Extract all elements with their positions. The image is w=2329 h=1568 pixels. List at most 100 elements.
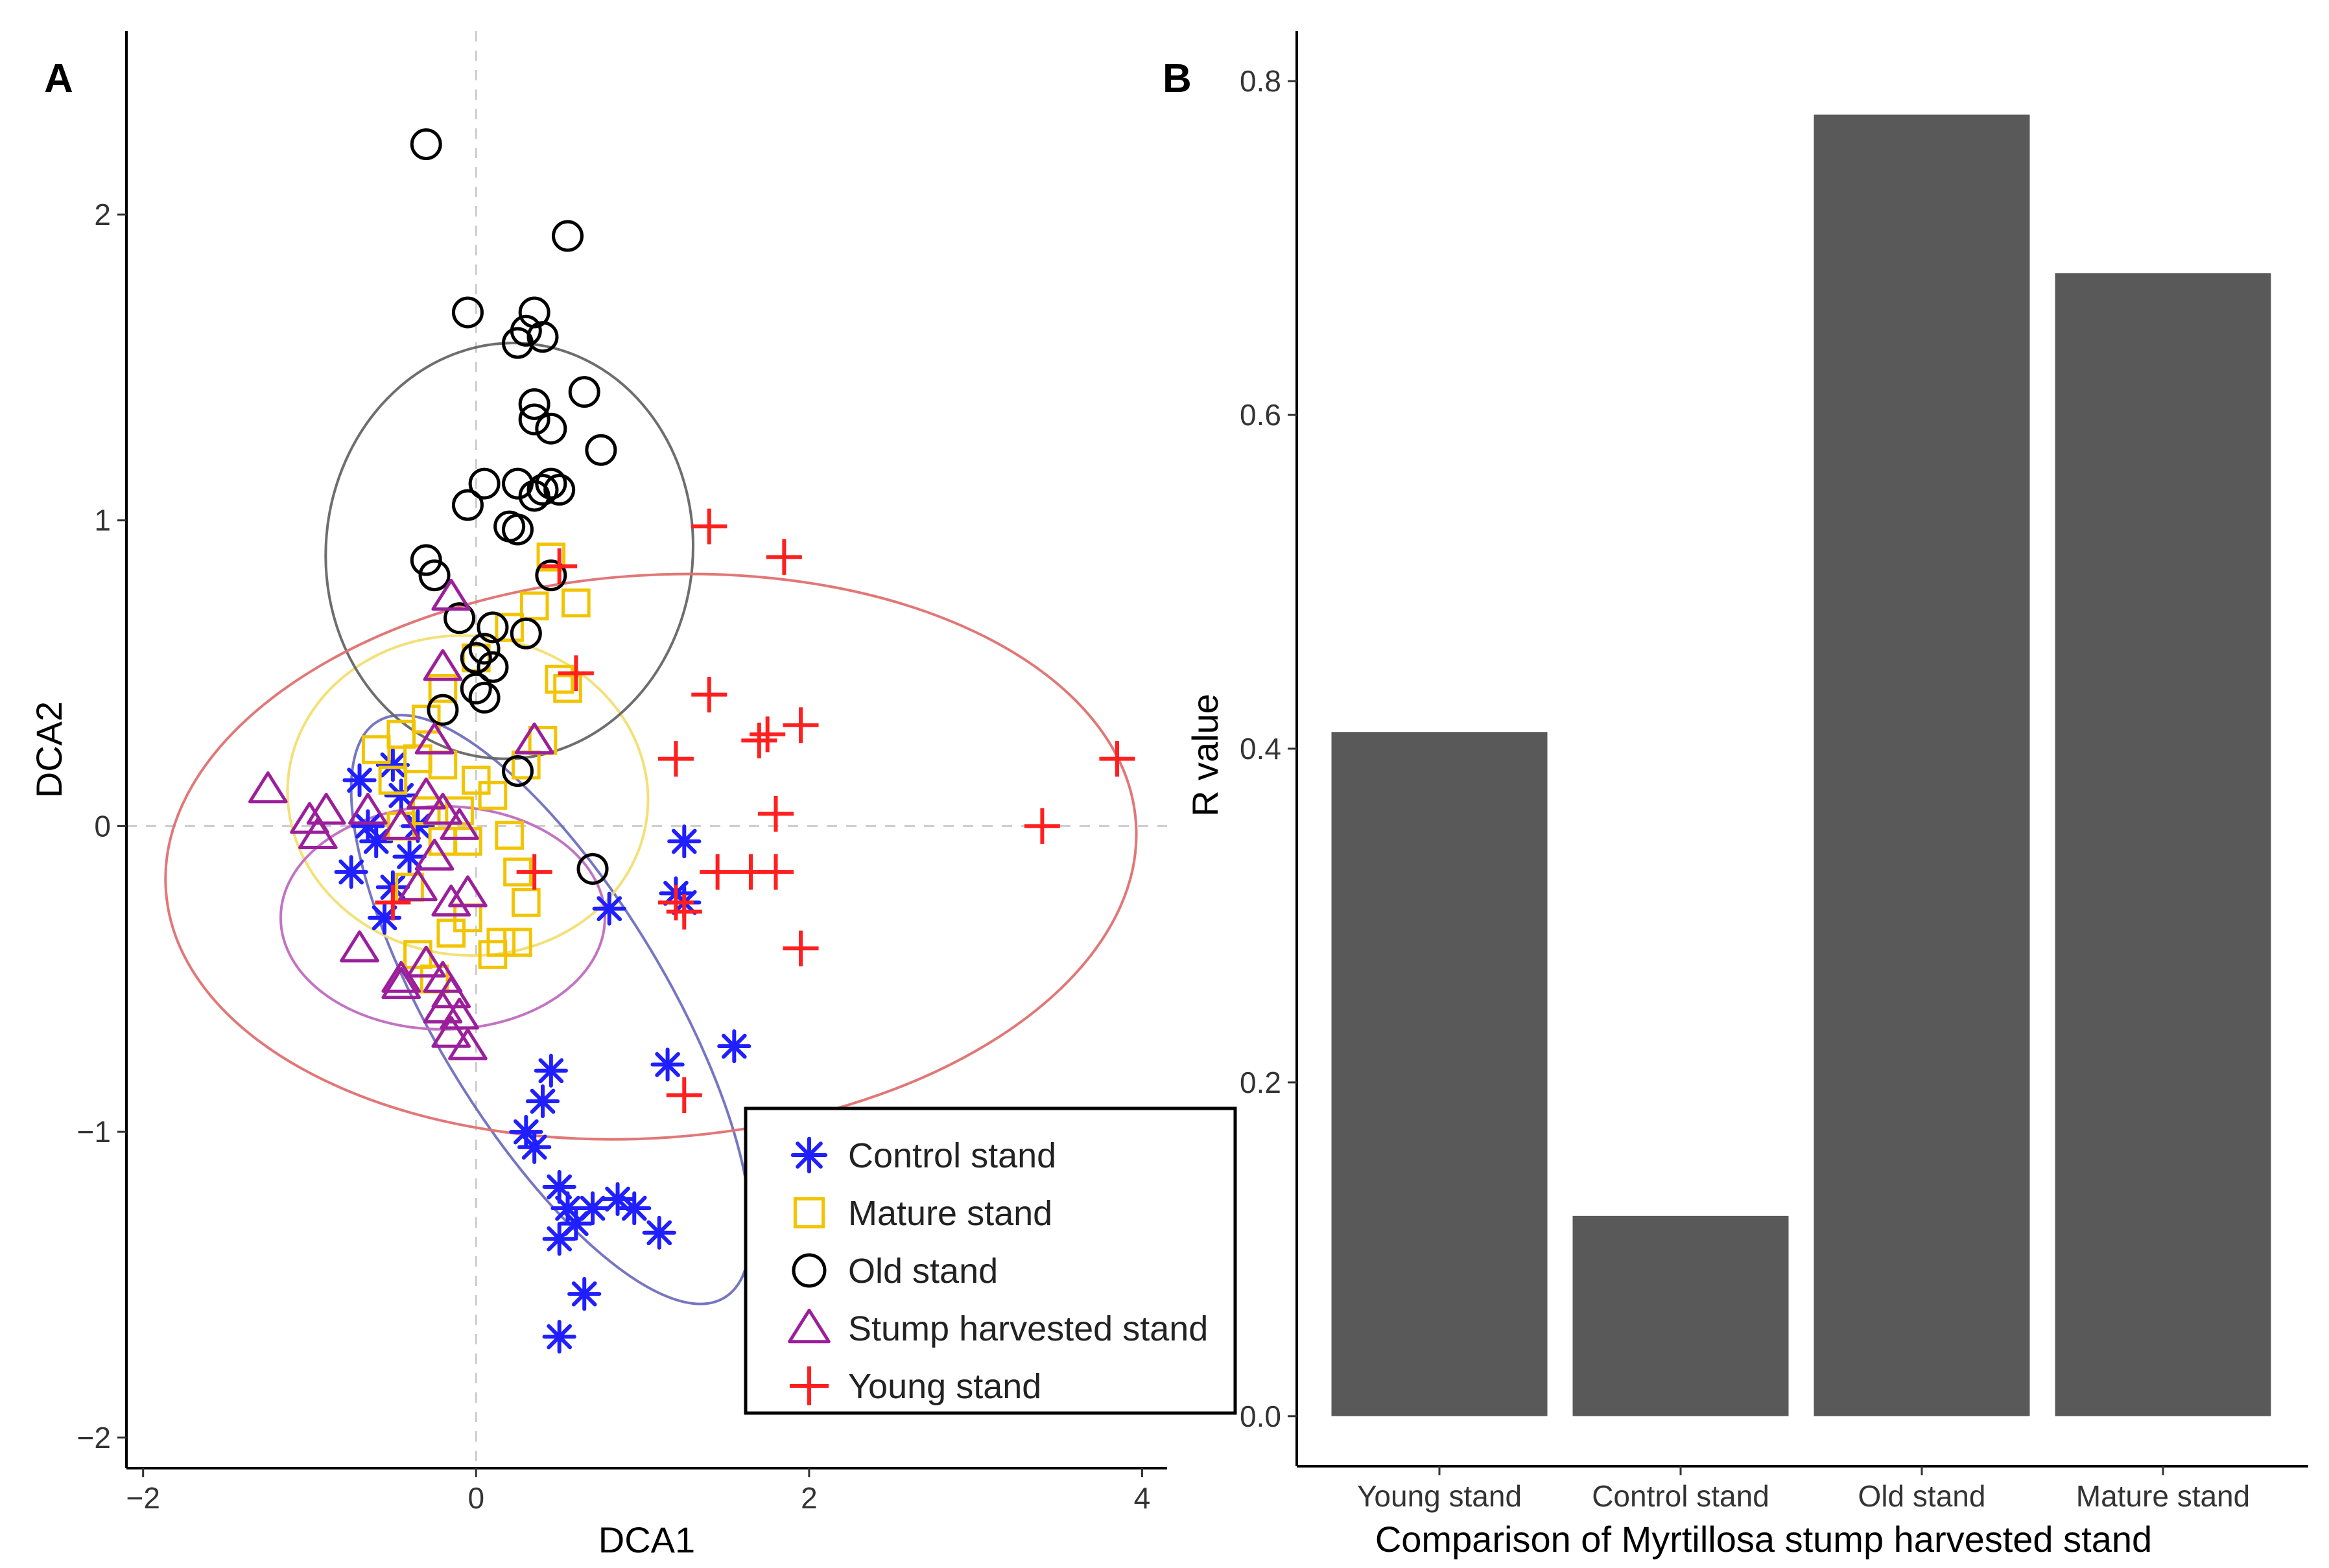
y-tick-label: 2	[94, 198, 111, 231]
panel-b-letter: B	[1163, 56, 1192, 101]
point-stump-harvested-stand	[381, 966, 421, 1000]
point-young-stand	[666, 1077, 702, 1114]
point-young-stand	[1024, 808, 1060, 844]
point-old-stand-shape	[443, 602, 476, 635]
point-control-stand	[617, 1191, 652, 1226]
x-tick-label: Old stand	[1858, 1479, 1986, 1513]
point-mature-stand-shape	[519, 591, 549, 621]
legend: Control stand Mature stand Old stand Stump …	[744, 1106, 1237, 1415]
point-stump-harvested-stand-shape	[248, 771, 288, 804]
point-mature-stand	[545, 664, 574, 694]
point-control-stand	[401, 809, 435, 843]
legend-label-control-stand: Control stand	[848, 1136, 1056, 1175]
point-young-stand	[750, 716, 786, 753]
point-stump-harvested-stand	[431, 1016, 471, 1048]
series-young-stand	[375, 508, 1135, 1114]
point-control-stand	[542, 1320, 576, 1354]
legend-key-old-stand	[792, 1253, 827, 1288]
point-control-stand-stroke	[530, 1088, 556, 1114]
point-mature-stand-shape	[495, 613, 524, 642]
point-stump-harvested-stand	[398, 869, 438, 902]
zero-lines	[126, 31, 1167, 1468]
point-young-stand	[691, 677, 727, 713]
y-tick-label: 0.0	[1240, 1399, 1281, 1433]
point-stump-harvested-stand	[340, 930, 379, 963]
x-tick-label: 2	[801, 1481, 818, 1515]
point-control-stand-stroke	[597, 896, 622, 922]
point-stump-harvested-stand	[306, 793, 346, 825]
point-mature-stand	[478, 780, 508, 810]
point-old-stand-shape	[576, 852, 609, 885]
point-control-stand-stroke	[547, 1226, 573, 1252]
point-stump-harvested-stand-shape	[423, 649, 463, 681]
point-stump-harvested-stand-shape	[348, 793, 388, 825]
point-young-stand	[783, 707, 819, 743]
point-control-stand-stroke	[547, 1174, 573, 1200]
point-old-stand	[518, 388, 550, 420]
point-young-stand	[783, 930, 819, 966]
point-young-stand	[766, 539, 802, 575]
point-stump-harvested-stand-shape	[431, 1016, 471, 1048]
legend-key-stump-harvested-stand	[788, 1308, 831, 1344]
point-young-stand	[666, 894, 702, 930]
point-old-stand	[443, 602, 476, 635]
x-tick-label: Mature stand	[2076, 1479, 2250, 1513]
point-old-stand-shape	[410, 544, 442, 576]
point-old-stand-shape	[501, 513, 534, 546]
point-young-stand	[741, 722, 777, 758]
point-old-stand-shape	[518, 388, 550, 420]
bar-control-stand	[1572, 1215, 1789, 1416]
point-control-stand	[367, 900, 402, 935]
point-old-stand	[543, 474, 576, 506]
legend-key-mature-stand	[793, 1197, 825, 1229]
point-mature-stand	[503, 928, 532, 957]
point-old-stand-shape	[526, 474, 559, 506]
point-stump-harvested-stand-shape	[514, 722, 554, 755]
point-control-stand-stroke	[397, 844, 422, 869]
point-control-stand	[517, 1130, 552, 1164]
point-control-stand-stroke	[388, 782, 414, 808]
y-axis-title: DCA2	[29, 701, 69, 798]
point-stump-harvested-stand	[414, 722, 455, 755]
point-stump-harvested-stand-shape	[406, 945, 446, 978]
legend-key-stump-harvested-stand-shape	[788, 1308, 831, 1344]
point-old-stand	[477, 611, 509, 644]
legend-label-stump-harvested-stand: Stump harvested stand	[848, 1309, 1208, 1348]
point-old-stand-shape	[477, 651, 509, 683]
point-old-stand-shape	[477, 611, 509, 644]
point-young-stand	[516, 854, 552, 890]
point-old-stand	[410, 128, 442, 161]
point-stump-harvested-stand	[514, 722, 554, 755]
point-old-stand	[501, 467, 534, 500]
ellipse-mature-stand	[286, 634, 650, 957]
point-stump-harvested-stand-shape	[431, 578, 471, 611]
point-control-stand	[334, 855, 368, 889]
point-old-stand	[410, 544, 442, 576]
bar-old-stand	[1814, 114, 2030, 1416]
point-old-stand	[468, 681, 501, 714]
y-tick-label: 0.4	[1240, 732, 1281, 766]
legend-key-control-stand	[790, 1136, 828, 1174]
point-old-stand	[451, 489, 484, 521]
point-mature-stand-shape	[562, 588, 591, 618]
point-control-stand	[375, 747, 410, 782]
point-old-stand	[460, 672, 492, 705]
point-control-stand-stroke	[521, 1134, 547, 1160]
legend-key-control-stand-stroke	[796, 1141, 823, 1169]
point-mature-stand	[386, 720, 416, 749]
point-control-stand	[534, 1053, 568, 1088]
series-control-stand	[334, 747, 751, 1354]
point-old-stand	[568, 376, 600, 408]
point-stump-harvested-stand	[381, 808, 421, 840]
point-old-stand-shape	[468, 633, 501, 665]
point-control-stand-stroke	[405, 813, 431, 839]
point-old-stand-shape	[518, 480, 550, 512]
y-tick-label: 0	[94, 809, 111, 843]
point-stump-harvested-stand	[248, 771, 288, 804]
point-mature-stand-shape	[378, 766, 408, 795]
point-control-stand	[392, 839, 427, 874]
point-control-stand	[342, 763, 377, 797]
point-control-stand-stroke	[671, 828, 697, 854]
point-old-stand-shape	[535, 559, 567, 592]
